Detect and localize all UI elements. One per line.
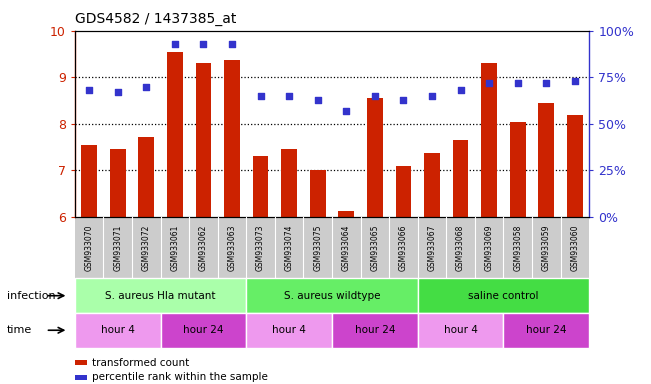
Text: GSM933069: GSM933069	[484, 224, 493, 271]
Text: GSM933074: GSM933074	[284, 224, 294, 271]
Point	[398, 96, 409, 103]
Text: hour 4: hour 4	[101, 325, 135, 335]
Text: GSM933068: GSM933068	[456, 225, 465, 271]
Text: S. aureus Hla mutant: S. aureus Hla mutant	[105, 291, 216, 301]
Text: GSM933059: GSM933059	[542, 224, 551, 271]
Bar	[538, 103, 554, 217]
Text: GDS4582 / 1437385_at: GDS4582 / 1437385_at	[75, 12, 236, 25]
Text: time: time	[7, 325, 32, 335]
Text: GSM933060: GSM933060	[570, 224, 579, 271]
Text: GSM933075: GSM933075	[313, 224, 322, 271]
Bar	[424, 153, 440, 217]
Text: hour 4: hour 4	[272, 325, 306, 335]
Point	[512, 80, 523, 86]
Point	[456, 87, 466, 93]
Point	[570, 78, 580, 84]
Bar	[167, 52, 183, 217]
Point	[370, 93, 380, 99]
Bar	[567, 116, 583, 217]
Bar	[481, 63, 497, 217]
Bar	[452, 140, 469, 217]
Point	[170, 41, 180, 47]
Text: GSM933058: GSM933058	[513, 225, 522, 271]
Bar	[81, 145, 97, 217]
Text: saline control: saline control	[468, 291, 538, 301]
Text: GSM933066: GSM933066	[399, 224, 408, 271]
Point	[141, 84, 152, 90]
Text: hour 24: hour 24	[355, 325, 395, 335]
Bar	[195, 63, 212, 217]
Bar	[510, 121, 525, 217]
Point	[341, 108, 352, 114]
Text: GSM933062: GSM933062	[199, 225, 208, 271]
Bar	[339, 211, 354, 217]
Bar	[396, 166, 411, 217]
Text: GSM933071: GSM933071	[113, 225, 122, 271]
Text: GSM933067: GSM933067	[428, 224, 437, 271]
Point	[484, 80, 494, 86]
Text: hour 24: hour 24	[526, 325, 566, 335]
Point	[255, 93, 266, 99]
Point	[427, 93, 437, 99]
Point	[541, 80, 551, 86]
Point	[198, 41, 208, 47]
Text: GSM933065: GSM933065	[370, 224, 380, 271]
Text: percentile rank within the sample: percentile rank within the sample	[92, 372, 268, 382]
Point	[227, 41, 237, 47]
Text: S. aureus wildtype: S. aureus wildtype	[284, 291, 380, 301]
Text: GSM933063: GSM933063	[227, 224, 236, 271]
Text: infection: infection	[7, 291, 55, 301]
Text: hour 4: hour 4	[443, 325, 478, 335]
Bar	[110, 149, 126, 217]
Point	[312, 96, 323, 103]
Bar	[310, 170, 326, 217]
Point	[113, 89, 123, 95]
Bar	[224, 60, 240, 217]
Text: GSM933061: GSM933061	[171, 225, 180, 271]
Text: GSM933073: GSM933073	[256, 224, 265, 271]
Bar	[367, 98, 383, 217]
Bar	[253, 156, 268, 217]
Text: GSM933072: GSM933072	[142, 225, 151, 271]
Point	[84, 87, 94, 93]
Text: GSM933064: GSM933064	[342, 224, 351, 271]
Bar	[139, 137, 154, 217]
Text: transformed count: transformed count	[92, 358, 189, 368]
Text: GSM933070: GSM933070	[85, 224, 94, 271]
Point	[284, 93, 294, 99]
Text: hour 24: hour 24	[183, 325, 224, 335]
Bar	[281, 149, 297, 217]
